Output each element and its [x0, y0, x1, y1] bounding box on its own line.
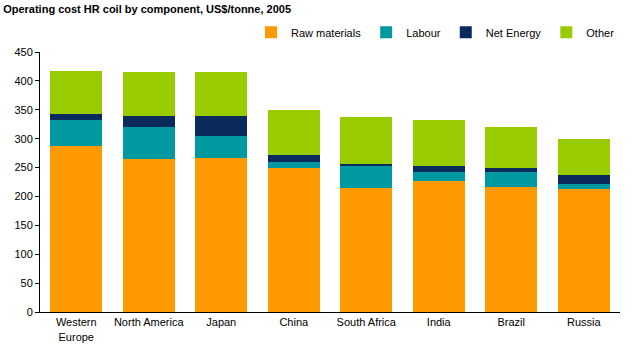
svg-text:Labour: Labour — [406, 27, 441, 39]
svg-text:China: China — [279, 316, 309, 328]
svg-text:300: 300 — [14, 133, 32, 145]
svg-text:Japan: Japan — [206, 316, 236, 328]
svg-text:400: 400 — [14, 75, 32, 87]
svg-text:South Africa: South Africa — [337, 316, 397, 328]
svg-text:North America: North America — [114, 316, 185, 328]
svg-text:Raw materials: Raw materials — [291, 27, 361, 39]
svg-text:100: 100 — [14, 248, 32, 260]
svg-text:150: 150 — [14, 219, 32, 231]
svg-text:Other: Other — [586, 27, 614, 39]
svg-text:0: 0 — [27, 306, 33, 318]
svg-text:Russia: Russia — [567, 316, 602, 328]
svg-text:Net Energy: Net Energy — [486, 27, 542, 39]
svg-text:250: 250 — [14, 161, 32, 173]
svg-text:450: 450 — [14, 46, 32, 58]
svg-text:Brazil: Brazil — [497, 316, 525, 328]
svg-text:200: 200 — [14, 190, 32, 202]
svg-text:WesternEurope: WesternEurope — [56, 316, 97, 342]
svg-text:India: India — [427, 316, 452, 328]
svg-text:50: 50 — [21, 277, 33, 289]
svg-text:Operating cost HR coil by comp: Operating cost HR coil by component, US$… — [3, 3, 291, 15]
svg-text:350: 350 — [14, 104, 32, 116]
